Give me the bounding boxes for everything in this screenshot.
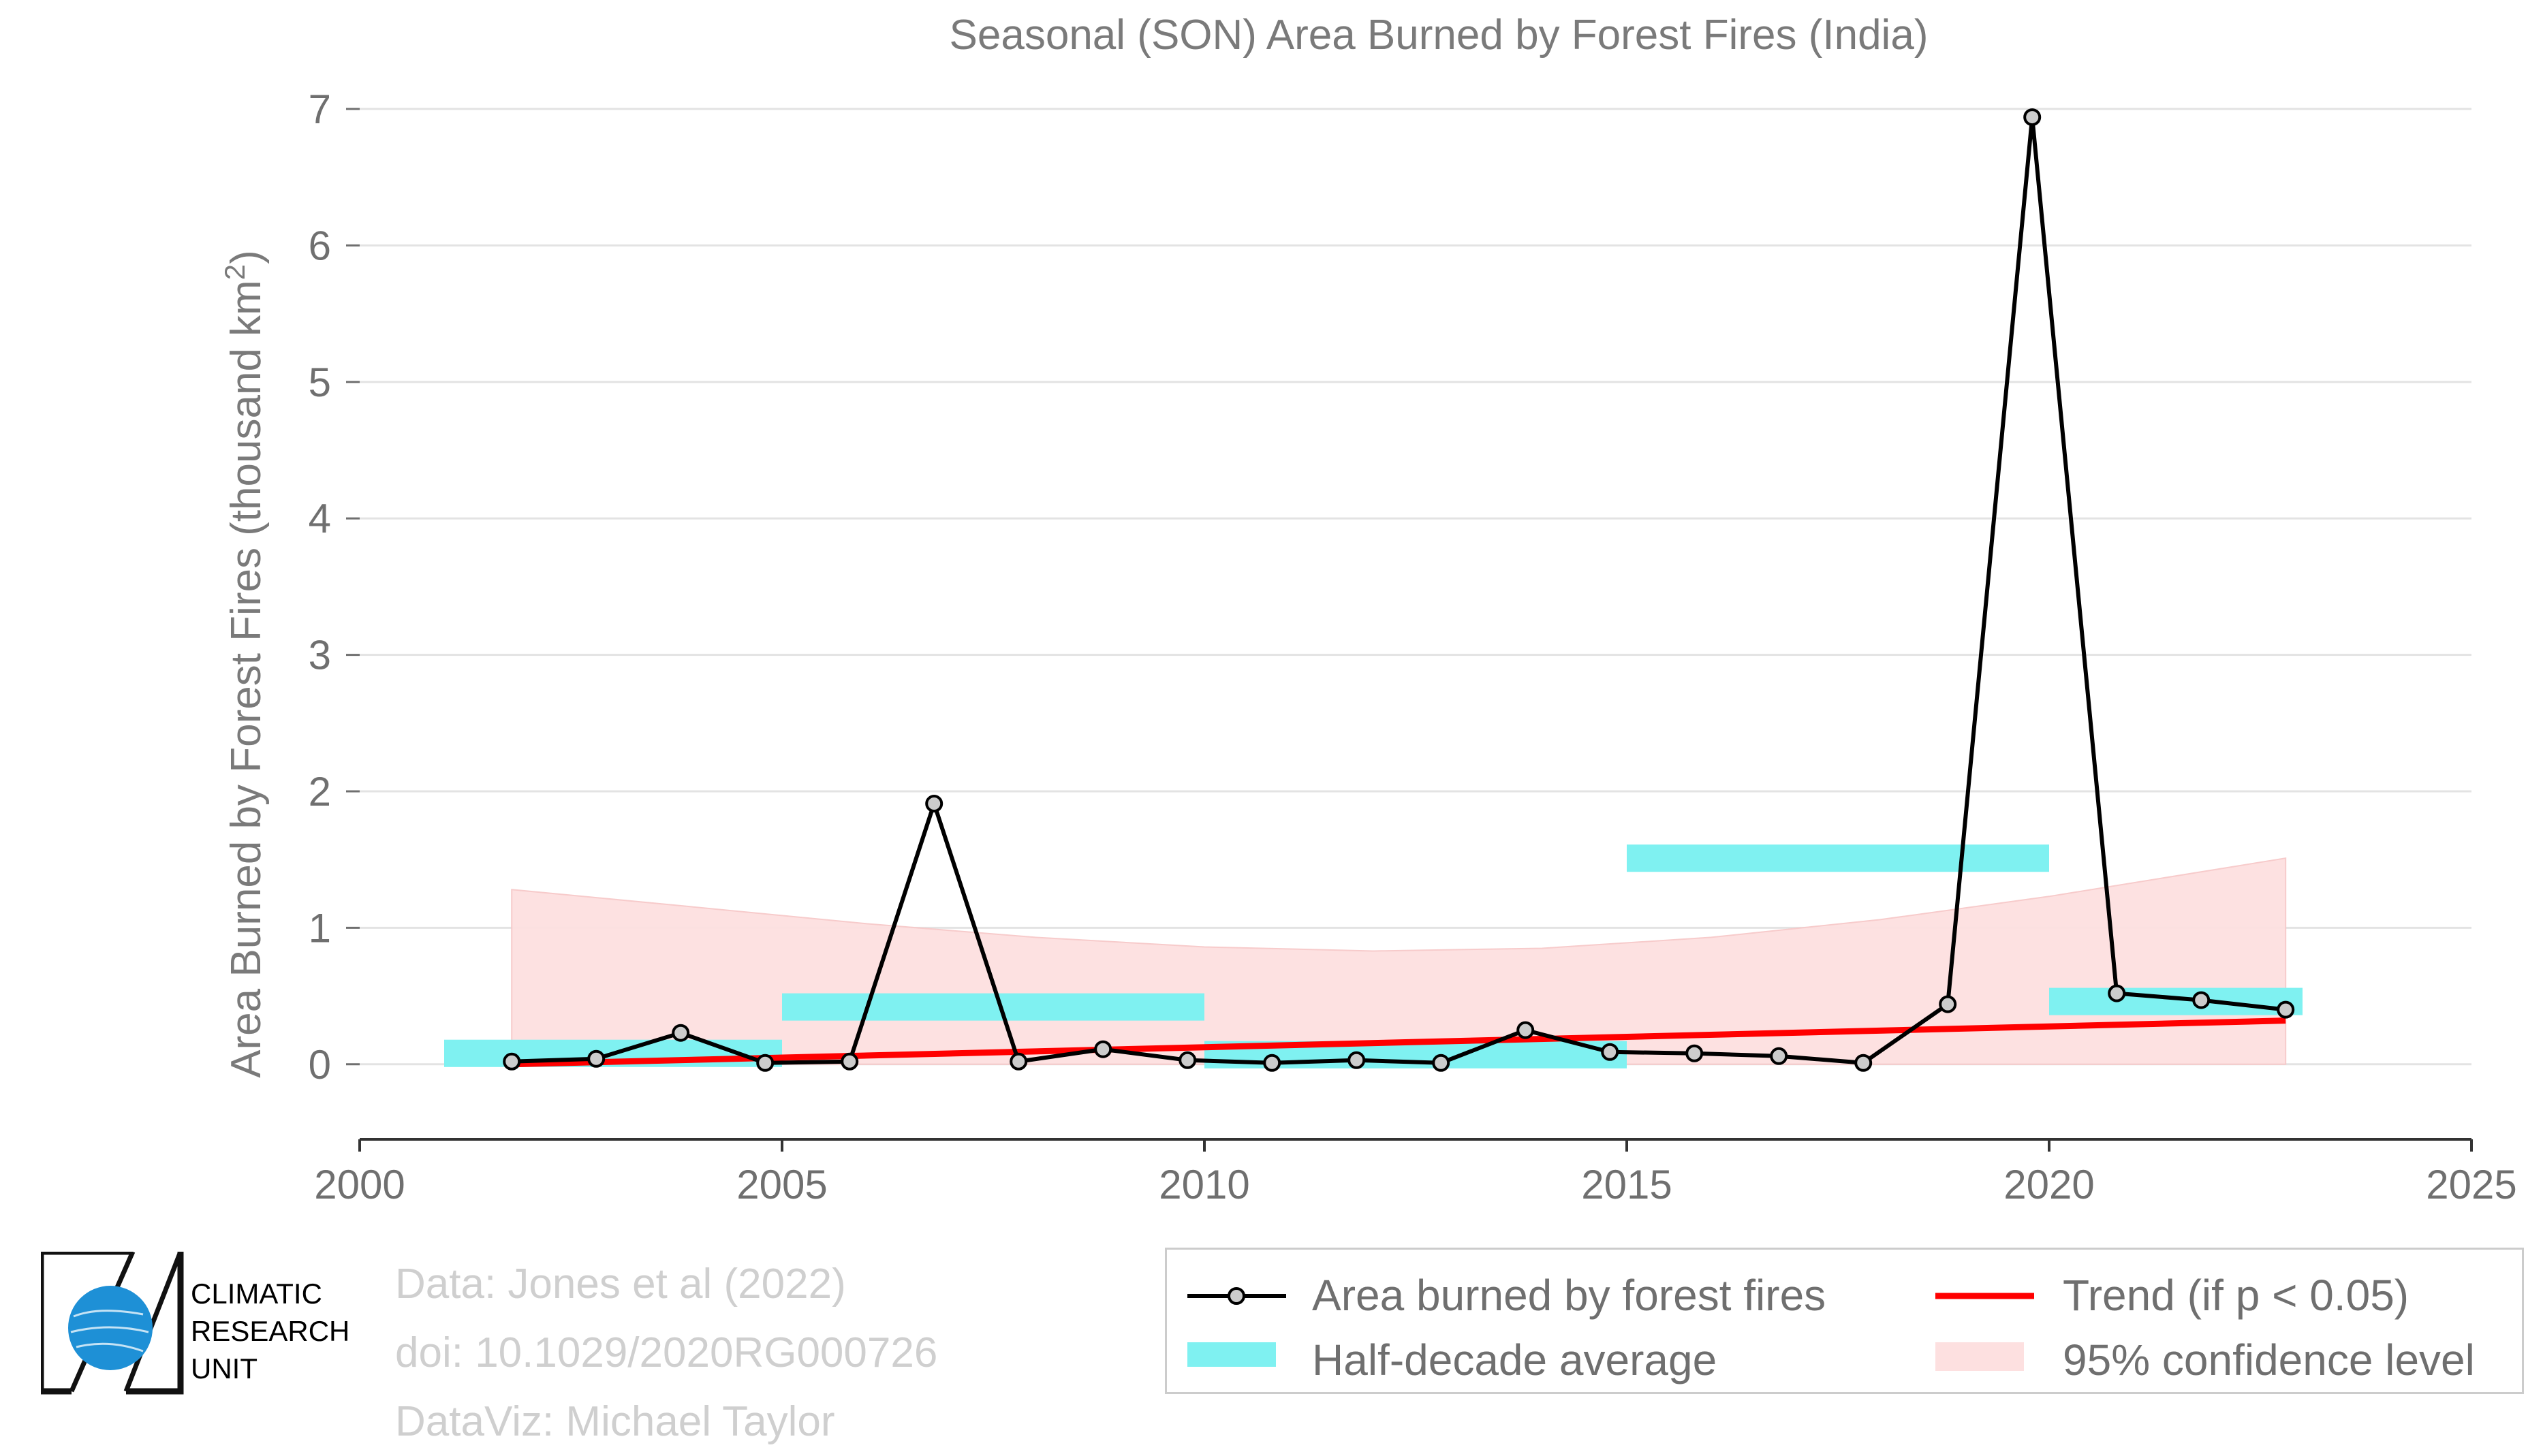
half-decade-average-bar	[782, 993, 1204, 1021]
data-point	[1685, 1044, 1704, 1062]
data-point	[672, 1024, 690, 1042]
x-tick-label: 2005	[736, 1162, 827, 1207]
data-point	[2277, 1000, 2295, 1019]
legend-label-confidence: 95% confidence level	[2063, 1335, 2475, 1384]
data-point	[2192, 991, 2211, 1009]
credit-doi: doi: 10.1029/2020RG000726	[395, 1329, 938, 1376]
confidence-band	[511, 857, 2287, 1065]
axis-layer	[346, 108, 2473, 1152]
data-point	[1854, 1054, 1873, 1072]
x-tick-label: 2010	[1159, 1162, 1249, 1207]
data-point	[1094, 1040, 1112, 1058]
y-tick-label: 3	[309, 633, 331, 678]
chart-title: Seasonal (SON) Area Burned by Forest Fir…	[950, 12, 1929, 59]
logo-line-1: CLIMATIC	[191, 1278, 322, 1310]
data-point	[1601, 1043, 1619, 1061]
data-point	[2108, 984, 2126, 1002]
legend-trend-line	[1935, 1293, 2034, 1299]
trend-line	[512, 1017, 2286, 1068]
data-point	[1516, 1021, 1535, 1039]
data-point	[1263, 1054, 1281, 1072]
series-layer	[503, 108, 2295, 1072]
legend-series-line-marker	[1187, 1287, 1286, 1305]
y-tick-label: 5	[309, 360, 331, 405]
y-tick-label: 7	[309, 86, 331, 132]
data-point	[1432, 1054, 1450, 1072]
data-point	[1347, 1051, 1366, 1069]
cru-logo-text: CLIMATIC RESEARCH UNIT	[191, 1275, 349, 1387]
confidence-band-layer	[511, 857, 2287, 1065]
y-axis-label: Area Burned by Forest Fires (thousand km…	[219, 250, 270, 1078]
half-decade-average-layer	[444, 844, 2303, 1069]
data-point	[841, 1052, 859, 1071]
series-line-area-burned	[512, 115, 2286, 1065]
data-point	[503, 1052, 521, 1071]
data-point	[1770, 1047, 1788, 1065]
logo-line-3: UNIT	[191, 1352, 258, 1384]
legend-label-half-decade: Half-decade average	[1312, 1335, 1717, 1384]
trend-layer	[512, 1017, 2286, 1068]
credit-dataviz: DataViz: Michael Taylor	[395, 1398, 835, 1445]
chart-legend: Area burned by forest fires Trend (if p …	[1165, 1248, 2524, 1394]
legend-label-trend: Trend (if p < 0.05)	[2063, 1271, 2409, 1320]
y-tick-label: 1	[309, 905, 331, 951]
data-point	[2023, 108, 2042, 127]
x-tick-label: 2000	[314, 1162, 405, 1207]
half-decade-average-bar	[1627, 844, 2049, 872]
tick-label-layer: 0 1 2 3 4 5 6 7 2000 2005 2010 2015 2020 2025	[309, 86, 2517, 1207]
legend-confidence-swatch	[1935, 1342, 2024, 1371]
y-tick-label: 6	[309, 223, 331, 268]
data-point	[1939, 995, 1957, 1013]
y-tick-label: 4	[309, 496, 331, 541]
x-tick-label: 2015	[1581, 1162, 1672, 1207]
x-tick-label: 2020	[2003, 1162, 2094, 1207]
data-point	[1010, 1052, 1028, 1071]
cru-logo	[37, 1248, 354, 1395]
cru-logo-graphic	[37, 1248, 184, 1395]
half-decade-average-bar	[2049, 987, 2303, 1015]
logo-line-2: RESEARCH	[191, 1315, 350, 1347]
data-credits: Data: Jones et al (2022) doi: 10.1029/20…	[395, 1250, 937, 1456]
data-point	[756, 1054, 775, 1072]
legend-label-area-burned: Area burned by forest fires	[1312, 1271, 1826, 1320]
credit-data-source: Data: Jones et al (2022)	[395, 1261, 846, 1308]
data-point	[925, 795, 943, 813]
y-tick-label: 0	[309, 1042, 331, 1088]
data-point	[1179, 1051, 1197, 1069]
y-tick-label: 2	[309, 769, 331, 814]
data-point	[587, 1049, 606, 1068]
x-tick-label: 2025	[2426, 1162, 2516, 1207]
legend-half-decade-swatch	[1187, 1342, 1276, 1367]
